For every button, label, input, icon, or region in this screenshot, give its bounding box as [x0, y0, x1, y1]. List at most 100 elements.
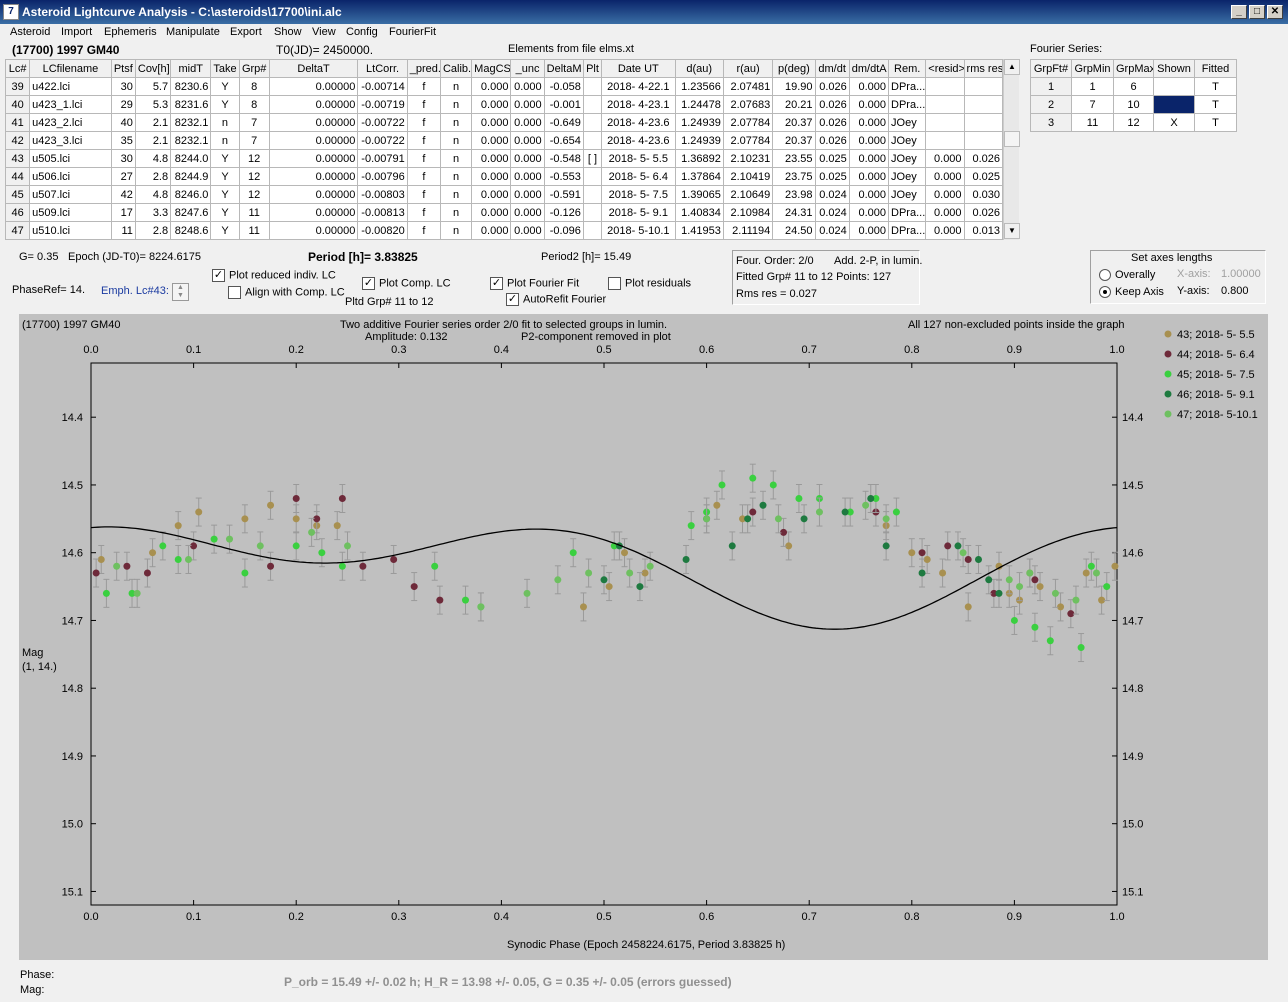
lc-table-cell[interactable]: 2.07784 — [722, 113, 774, 132]
fourier-table-cell[interactable]: 2 — [1030, 95, 1072, 114]
lc-col-header[interactable]: Rem. — [888, 59, 927, 78]
lc-table-cell[interactable]: 30 — [110, 77, 136, 96]
lc-table-cell[interactable]: JOey — [888, 131, 927, 150]
lc-table-cell[interactable]: 44 — [5, 167, 31, 186]
radio-keep-axis[interactable]: Keep Axis — [1099, 286, 1164, 299]
lc-table-cell[interactable]: 0.000 — [510, 149, 545, 168]
lc-table-cell[interactable]: 0.000 — [925, 167, 965, 186]
lightcurve-graph[interactable]: (17700) 1997 GM40 Two additive Fourier s… — [19, 314, 1268, 960]
lc-table-cell[interactable]: Y — [210, 95, 240, 114]
lc-table-cell[interactable]: 0.025 — [963, 167, 1003, 186]
lc-table-cell[interactable]: 0.025 — [814, 167, 850, 186]
close-button[interactable]: ✕ — [1267, 5, 1283, 19]
lc-table-cell[interactable]: u505.lci — [29, 149, 112, 168]
lc-table-cell[interactable]: 20.21 — [772, 95, 816, 114]
emph-lc-spinner[interactable]: ▲ ▼ — [172, 283, 189, 301]
cb-align-comp-box[interactable] — [228, 286, 241, 299]
lc-col-header[interactable]: rms res — [963, 59, 1003, 78]
lc-table-cell[interactable]: 45 — [5, 185, 31, 204]
lc-table-cell[interactable]: 3.3 — [134, 203, 172, 222]
lc-table-cell[interactable]: 0.000 — [510, 77, 545, 96]
lc-table-cell[interactable]: 1.36892 — [674, 149, 724, 168]
lc-table-cell[interactable]: n — [439, 167, 473, 186]
lc-table-row[interactable]: 39 u422.lci 30 5.7 8230.6 Y 8 0.00000 -0.00714 f n… — [5, 77, 1003, 96]
lc-table-cell[interactable] — [963, 113, 1003, 132]
cb-plot-reduced-box[interactable]: ✓ — [212, 269, 225, 282]
lc-table-cell[interactable]: DPra... — [888, 77, 927, 96]
lc-table-cell[interactable]: 0.000 — [471, 221, 512, 240]
lc-table-cell[interactable]: f — [406, 131, 441, 150]
lc-col-header[interactable]: LCfilename — [29, 59, 112, 78]
menu-view[interactable]: View — [312, 26, 336, 38]
lc-table-cell[interactable]: 39 — [5, 77, 31, 96]
lc-table-cell[interactable] — [582, 95, 603, 114]
lc-table-row[interactable]: 43 u505.lci 30 4.8 8244.0 Y 12 0.00000 -0.00791 f… — [5, 149, 1003, 168]
lc-table-cell[interactable]: JOey — [888, 167, 927, 186]
lc-table-cell[interactable]: 0.000 — [510, 221, 545, 240]
lc-table-cell[interactable]: 0.000 — [848, 77, 890, 96]
lc-col-header[interactable]: _pred. — [406, 59, 441, 78]
lc-table-cell[interactable]: 20.37 — [772, 131, 816, 150]
lc-table-cell[interactable]: 42 — [5, 131, 31, 150]
lc-table-cell[interactable]: Y — [210, 203, 240, 222]
lc-col-header[interactable]: MagCS — [471, 59, 512, 78]
lc-table-cell[interactable]: 11 — [110, 221, 136, 240]
lc-table-cell[interactable]: 0.000 — [471, 203, 512, 222]
lc-table-cell[interactable]: 2.1 — [134, 113, 172, 132]
lc-table-cell[interactable]: 0.000 — [925, 221, 965, 240]
lc-table-row[interactable]: 40 u423_1.lci 29 5.3 8231.6 Y 8 0.00000 -0.00719… — [5, 95, 1003, 114]
menu-import[interactable]: Import — [61, 26, 93, 38]
lc-table-cell[interactable]: 0.000 — [510, 203, 545, 222]
lc-table-cell[interactable]: 2.11194 — [722, 221, 774, 240]
menu-export[interactable]: Export — [230, 26, 262, 38]
lc-table-cell[interactable] — [963, 95, 1003, 114]
lc-table-cell[interactable]: -0.096 — [543, 221, 584, 240]
lc-table-cell[interactable]: 0.00000 — [268, 149, 359, 168]
lc-table-cell[interactable]: u422.lci — [29, 77, 112, 96]
lc-table-cell[interactable]: -0.00796 — [357, 167, 408, 186]
fourier-table-cell[interactable]: 10 — [1113, 95, 1154, 114]
lc-table-cell[interactable]: 27 — [110, 167, 136, 186]
lc-table-cell[interactable]: -0.00722 — [357, 113, 408, 132]
lc-table-cell[interactable]: -0.00714 — [357, 77, 408, 96]
lc-table-cell[interactable]: n — [439, 113, 473, 132]
lc-table-cell[interactable]: 0.026 — [963, 203, 1003, 222]
lc-table-cell[interactable]: 2018- 5-10.1 — [601, 221, 676, 240]
lc-table-cell[interactable]: 0.00000 — [268, 167, 359, 186]
lc-table-cell[interactable]: u423_3.lci — [29, 131, 112, 150]
lc-table-cell[interactable]: 12 — [238, 149, 270, 168]
lc-table-cell[interactable]: 0.000 — [471, 149, 512, 168]
menu-asteroid[interactable]: Asteroid — [10, 26, 51, 38]
maximize-button[interactable]: □ — [1249, 5, 1265, 19]
lc-table-cell[interactable]: f — [406, 221, 441, 240]
fourier-table-cell[interactable]: 1 — [1030, 77, 1072, 96]
lc-table-cell[interactable]: 0.013 — [963, 221, 1003, 240]
lc-col-header[interactable]: Cov[h] — [134, 59, 172, 78]
lc-col-header[interactable]: Grp# — [238, 59, 270, 78]
menu-show[interactable]: Show — [274, 26, 302, 38]
fourier-table-cell[interactable]: 12 — [1113, 113, 1154, 132]
lc-table-row[interactable]: 47 u510.lci 11 2.8 8248.6 Y 11 0.00000 -0.00820 f… — [5, 221, 1003, 240]
lc-table-cell[interactable]: 1.24939 — [674, 131, 724, 150]
lc-table-cell[interactable]: -0.00820 — [357, 221, 408, 240]
lc-table-scrollbar[interactable]: ▲ ▼ — [1003, 59, 1020, 240]
lc-table-cell[interactable]: DPra... — [888, 203, 927, 222]
lc-table-cell[interactable]: 2.8 — [134, 167, 172, 186]
lc-table-cell[interactable]: 0.000 — [848, 149, 890, 168]
lc-table-cell[interactable]: n — [210, 113, 240, 132]
lc-table-cell[interactable] — [582, 221, 603, 240]
lc-table-cell[interactable] — [925, 131, 965, 150]
cb-align-comp[interactable]: Align with Comp. LC — [228, 286, 345, 299]
lc-table-cell[interactable]: 0.000 — [510, 167, 545, 186]
lc-table-cell[interactable]: u509.lci — [29, 203, 112, 222]
lc-table-cell[interactable]: 1.37864 — [674, 167, 724, 186]
lc-table-cell[interactable]: -0.058 — [543, 77, 584, 96]
lc-table-cell[interactable]: -0.001 — [543, 95, 584, 114]
radio-keep-axis-circle[interactable] — [1099, 286, 1111, 299]
lc-table-cell[interactable]: Y — [210, 149, 240, 168]
lc-table-cell[interactable]: 0.00000 — [268, 77, 359, 96]
x-axis-value[interactable]: 1.00000 — [1221, 268, 1261, 280]
lc-table-cell[interactable]: -0.649 — [543, 113, 584, 132]
cb-plot-residuals[interactable]: Plot residuals — [608, 277, 691, 290]
